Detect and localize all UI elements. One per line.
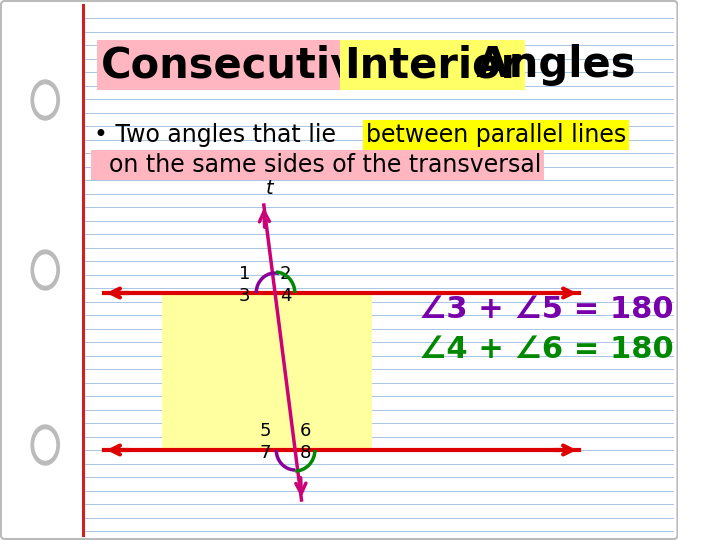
Ellipse shape [35,255,55,285]
Text: ∠3 + ∠5 = 180: ∠3 + ∠5 = 180 [419,295,674,325]
Text: Consecutive: Consecutive [101,44,387,86]
Text: on the same sides of the transversal: on the same sides of the transversal [94,153,541,177]
Text: 2: 2 [280,265,292,283]
Text: 8: 8 [300,444,311,462]
Ellipse shape [31,425,59,465]
Text: 3: 3 [239,287,251,305]
Text: 1: 1 [239,265,251,283]
Ellipse shape [35,430,55,460]
Ellipse shape [31,250,59,290]
Text: 6: 6 [300,422,311,440]
Text: 4: 4 [280,287,292,305]
Text: t: t [266,179,274,198]
Text: ∠4 + ∠6 = 180: ∠4 + ∠6 = 180 [419,335,674,364]
Ellipse shape [31,80,59,120]
FancyBboxPatch shape [1,1,678,539]
Bar [162,293,372,450]
Ellipse shape [35,85,55,115]
Text: 5: 5 [259,422,271,440]
Text: between parallel lines: between parallel lines [366,123,626,147]
Text: 7: 7 [259,444,271,462]
Text: • Two angles that lie: • Two angles that lie [94,123,343,147]
Text: Interior: Interior [344,44,521,86]
Text: Angles: Angles [462,44,635,86]
